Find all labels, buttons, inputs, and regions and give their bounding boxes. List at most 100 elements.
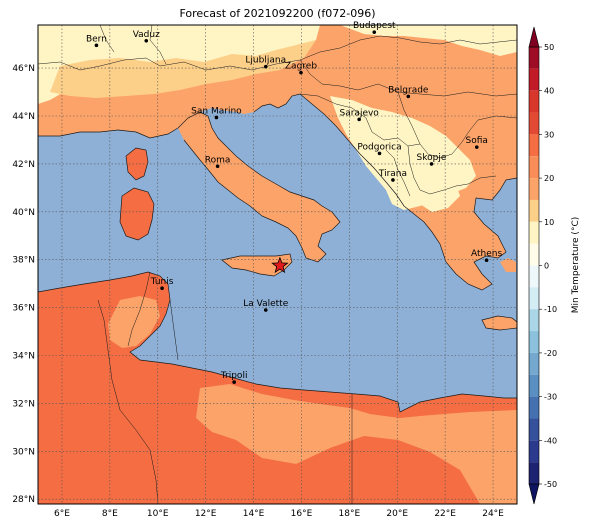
city-label: La Valette xyxy=(243,299,288,309)
city-label: Sarajevo xyxy=(340,108,380,118)
lat-tick-label: 46°N xyxy=(12,64,35,74)
city-label: Tirana xyxy=(378,169,407,179)
land-africa-warm-band xyxy=(196,384,517,504)
city-label: Bern xyxy=(86,34,107,44)
colorbar-tick-label: 20 xyxy=(544,174,554,183)
colorbar-band xyxy=(529,418,539,441)
lon-tick-label: 22°E xyxy=(434,509,456,519)
city-label: Podgorica xyxy=(357,142,401,152)
city-dot xyxy=(263,64,268,69)
lat-tick-label: 28°N xyxy=(12,495,35,505)
city-dot xyxy=(357,117,361,122)
lon-tick-label: 20°E xyxy=(386,509,408,519)
city-dot xyxy=(232,380,236,384)
colorbar-band xyxy=(529,221,539,244)
land-greece-cool xyxy=(420,178,460,212)
colorbar-band xyxy=(529,352,539,375)
city-dot xyxy=(372,30,377,34)
colorbar-tick-label: -10 xyxy=(544,305,557,314)
lon-tick-label: 14°E xyxy=(243,509,265,519)
colorbar-tick-label: -30 xyxy=(544,393,557,402)
colorbar-band xyxy=(529,243,539,266)
city-label: Roma xyxy=(205,155,231,165)
lon-tick-label: 8°E xyxy=(102,509,118,519)
city-label: Tunis xyxy=(150,277,174,287)
colorbar-band xyxy=(529,265,539,288)
lon-tick-label: 24°E xyxy=(482,509,504,519)
city-label: San Marino xyxy=(191,106,242,116)
colorbar-band xyxy=(529,112,539,135)
colorbar-tick-label: 50 xyxy=(544,43,554,52)
lat-tick-label: 44°N xyxy=(12,112,35,122)
city-dot xyxy=(474,145,479,149)
city-dot xyxy=(144,39,149,43)
city-label: Zagreb xyxy=(285,62,317,72)
city-dot xyxy=(214,115,219,120)
city-dot xyxy=(215,164,220,169)
colorbar-tick-label: 0 xyxy=(544,262,549,271)
colorbar-tick-label: 10 xyxy=(544,218,554,227)
graticule xyxy=(38,25,517,504)
colorbar-tick-labels: 50 40 30 20 10 0 -10 -20 -30 -40 -50 xyxy=(539,43,557,489)
city-dot xyxy=(299,70,303,75)
longitude-tick-labels: 6°E 8°E 10°E 12°E 14°E 16°E 18°E 20°E 22°E 24°E xyxy=(54,509,504,519)
land-aegean-islands xyxy=(500,258,516,272)
colorbar-label: Min Temperature (°C) xyxy=(571,217,581,314)
colorbar-band xyxy=(529,199,539,222)
latitude-tick-labels: 46°N 44°N 42°N 40°N 38°N 36°N 34°N 32°N 30°N 28°N xyxy=(12,64,35,505)
city-dot xyxy=(160,286,164,291)
colorbar-tick-label: -20 xyxy=(544,349,557,358)
lat-tick-label: 36°N xyxy=(12,304,35,314)
land-hungary-cool xyxy=(340,25,517,56)
star-icon xyxy=(271,256,289,274)
city-label: Belgrade xyxy=(388,85,429,95)
lon-tick-label: 16°E xyxy=(291,509,313,519)
land-carpathian-warm xyxy=(430,58,517,100)
lat-tick-label: 34°N xyxy=(12,352,35,362)
land-sardinia xyxy=(120,188,154,240)
colorbar-band xyxy=(529,287,539,310)
city-label: Skopje xyxy=(417,153,447,163)
colorbar-band xyxy=(529,331,539,353)
city-label: Sofia xyxy=(466,136,488,146)
land-sicily xyxy=(222,254,292,276)
lat-tick-label: 38°N xyxy=(12,256,35,266)
map-title: Forecast of 2021092200 (f072-096) xyxy=(179,7,376,20)
colorbar-band xyxy=(529,462,539,484)
colorbar-extend-max xyxy=(528,26,540,48)
colorbar-band xyxy=(529,90,539,113)
lon-tick-label: 18°E xyxy=(339,509,361,519)
lon-tick-label: 12°E xyxy=(195,509,217,519)
city-label: Athens xyxy=(471,249,502,259)
colorbar-tick-label: -50 xyxy=(544,480,557,489)
lon-tick-label: 6°E xyxy=(54,509,70,519)
city-dot xyxy=(484,258,489,262)
colorbar-band xyxy=(529,440,539,463)
lon-tick-label: 10°E xyxy=(147,509,169,519)
colorbar-tick-label: -40 xyxy=(544,436,557,445)
colorbar-band xyxy=(529,156,539,179)
colorbar-tick-label: 40 xyxy=(544,87,554,96)
lat-tick-label: 30°N xyxy=(12,447,35,457)
city-dot xyxy=(377,151,382,156)
lat-tick-label: 40°N xyxy=(12,208,35,218)
lat-tick-label: 42°N xyxy=(12,160,35,170)
city-dot xyxy=(391,178,395,182)
forecast-point-marker xyxy=(271,256,289,274)
colorbar-tick-label: 30 xyxy=(544,130,554,139)
coastlines xyxy=(38,93,517,413)
colorbar xyxy=(528,26,540,505)
land-alps-mild xyxy=(50,40,316,98)
colorbar-band xyxy=(529,178,539,200)
city-dot xyxy=(263,308,268,312)
colorbar-band xyxy=(529,396,539,419)
colorbar-band xyxy=(529,68,539,91)
city-label: Tripoli xyxy=(220,371,248,381)
country-borders xyxy=(38,25,517,504)
colorbar-extend-min xyxy=(528,483,540,505)
colorbar-band xyxy=(529,47,539,69)
city-dot xyxy=(94,43,99,48)
city-label: Vaduz xyxy=(133,30,160,40)
